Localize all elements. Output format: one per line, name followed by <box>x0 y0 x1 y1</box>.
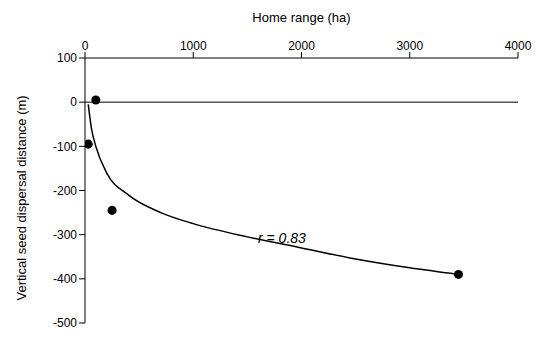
svg-text:4000: 4000 <box>505 39 532 53</box>
svg-text:-500: -500 <box>53 316 77 330</box>
svg-text:1000: 1000 <box>180 39 207 53</box>
html-text:r = 0.83: r = 0.83 <box>258 230 306 246</box>
svg-text:0: 0 <box>82 39 89 53</box>
svg-text:-300: -300 <box>53 228 77 242</box>
svg-text:Home range (ha): Home range (ha) <box>252 10 350 25</box>
svg-text:-400: -400 <box>53 272 77 286</box>
svg-text:-200: -200 <box>53 184 77 198</box>
svg-text:3000: 3000 <box>396 39 423 53</box>
svg-text:0: 0 <box>70 95 77 109</box>
svg-text:100: 100 <box>57 51 77 65</box>
svg-text:2000: 2000 <box>288 39 315 53</box>
svg-text:Vertical seed dispersal distan: Vertical seed dispersal distance (m) <box>14 95 29 300</box>
svg-text:-100: -100 <box>53 140 77 154</box>
